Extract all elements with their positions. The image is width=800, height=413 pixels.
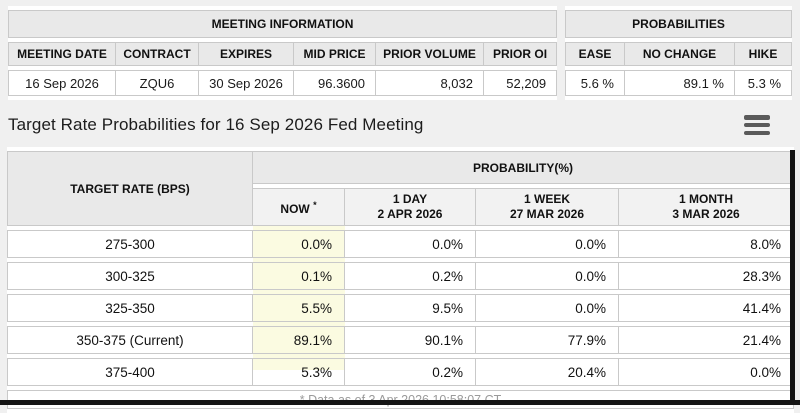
- week-probability: 20.4%: [476, 358, 619, 386]
- now-probability: 0.1%: [253, 262, 345, 290]
- col-prior-volume: PRIOR VOLUME: [376, 42, 484, 66]
- meeting-information-header-row: MEETING DATE CONTRACT EXPIRES MID PRICE …: [8, 42, 558, 66]
- month-probability: 0.0%: [619, 358, 794, 386]
- prior-volume-value: 8,032: [376, 70, 484, 96]
- now-column-highlight: [253, 226, 345, 370]
- table-row: 300-325 0.1% 0.2% 0.0% 28.3%: [7, 262, 794, 290]
- col-mid-price: MID PRICE: [294, 42, 376, 66]
- hike-value: 5.3 %: [735, 70, 793, 96]
- now-probability: 5.3%: [253, 358, 345, 386]
- menu-bar: [744, 115, 770, 120]
- col-expires: EXPIRES: [199, 42, 294, 66]
- ease-value: 5.6 %: [565, 70, 625, 96]
- probabilities-header-row: EASE NO CHANGE HIKE: [565, 42, 793, 66]
- contract-value: ZQU6: [116, 70, 199, 96]
- col-prior-oi: PRIOR OI: [484, 42, 558, 66]
- footnote-marker: *: [313, 199, 317, 210]
- day-probability: 9.5%: [345, 294, 476, 322]
- probabilities-title-row: PROBABILITIES: [565, 10, 793, 38]
- bottom-edge-bar: [0, 400, 800, 405]
- col-no-change: NO CHANGE: [625, 42, 735, 66]
- week-probability: 77.9%: [476, 326, 619, 354]
- col-1-month: 1 MONTH 3 MAR 2026: [619, 188, 794, 226]
- target-rate-range: 375-400: [7, 358, 253, 386]
- day-probability: 0.0%: [345, 230, 476, 258]
- right-edge-bar: [790, 150, 795, 405]
- menu-bar: [744, 130, 770, 135]
- meeting-information-title: MEETING INFORMATION: [8, 10, 558, 38]
- day-probability: 90.1%: [345, 326, 476, 354]
- now-probability: 5.5%: [253, 294, 345, 322]
- table-row: 325-350 5.5% 9.5% 0.0% 41.4%: [7, 294, 794, 322]
- col-contract: CONTRACT: [116, 42, 199, 66]
- probabilities-title: PROBABILITIES: [565, 10, 793, 38]
- week-probability: 0.0%: [476, 294, 619, 322]
- col-meeting-date: MEETING DATE: [8, 42, 116, 66]
- probability-pct-header: PROBABILITY(%): [253, 151, 794, 184]
- day-probability: 0.2%: [345, 262, 476, 290]
- section-title-bar: Target Rate Probabilities for 16 Sep 202…: [8, 106, 792, 144]
- expires-value: 30 Sep 2026: [199, 70, 294, 96]
- table-row: 375-400 5.3% 0.2% 20.4% 0.0%: [7, 358, 794, 386]
- period-header-row: NOW * 1 DAY 2 APR 2026 1 WEEK 27 MAR 2026 …: [7, 188, 794, 226]
- col-now: NOW *: [253, 188, 345, 226]
- col-1-day: 1 DAY 2 APR 2026: [345, 188, 476, 226]
- col-1-week: 1 WEEK 27 MAR 2026: [476, 188, 619, 226]
- target-rate-probability-table: TARGET RATE (BPS) PROBABILITY(%) NOW * 1…: [7, 147, 794, 413]
- meeting-information-table: MEETING INFORMATION MEETING DATE CONTRAC…: [8, 6, 558, 100]
- month-probability: 21.4%: [619, 326, 794, 354]
- month-probability: 28.3%: [619, 262, 794, 290]
- target-rate-range: 275-300: [7, 230, 253, 258]
- probability-header-row: TARGET RATE (BPS) PROBABILITY(%): [7, 151, 794, 226]
- month-probability: 41.4%: [619, 294, 794, 322]
- menu-bar: [744, 122, 770, 128]
- table-row-current: 350-375 (Current) 89.1% 90.1% 77.9% 21.4…: [7, 326, 794, 354]
- probabilities-summary-table: PROBABILITIES EASE NO CHANGE HIKE 5.6 % …: [565, 6, 793, 100]
- day-probability: 0.2%: [345, 358, 476, 386]
- week-probability: 0.0%: [476, 262, 619, 290]
- prior-oi-value: 52,209: [484, 70, 558, 96]
- week-probability: 0.0%: [476, 230, 619, 258]
- summary-section: MEETING INFORMATION MEETING DATE CONTRAC…: [0, 0, 800, 100]
- meeting-information-title-row: MEETING INFORMATION: [8, 10, 558, 38]
- now-probability: 89.1%: [253, 326, 345, 354]
- target-rate-range: 300-325: [7, 262, 253, 290]
- meeting-information-data-row: 16 Sep 2026 ZQU6 30 Sep 2026 96.3600 8,0…: [8, 70, 558, 96]
- mid-price-value: 96.3600: [294, 70, 376, 96]
- meeting-date-value: 16 Sep 2026: [8, 70, 116, 96]
- no-change-value: 89.1 %: [625, 70, 735, 96]
- target-rate-range: 325-350: [7, 294, 253, 322]
- hamburger-menu-icon[interactable]: [744, 115, 770, 135]
- col-ease: EASE: [565, 42, 625, 66]
- target-rate-range: 350-375 (Current): [7, 326, 253, 354]
- month-probability: 8.0%: [619, 230, 794, 258]
- page-title: Target Rate Probabilities for 16 Sep 202…: [8, 115, 424, 134]
- probabilities-data-row: 5.6 % 89.1 % 5.3 %: [565, 70, 793, 96]
- col-hike: HIKE: [735, 42, 793, 66]
- now-probability: 0.0%: [253, 230, 345, 258]
- target-rate-bps-header: TARGET RATE (BPS): [7, 151, 253, 226]
- table-row: 275-300 0.0% 0.0% 0.0% 8.0%: [7, 230, 794, 258]
